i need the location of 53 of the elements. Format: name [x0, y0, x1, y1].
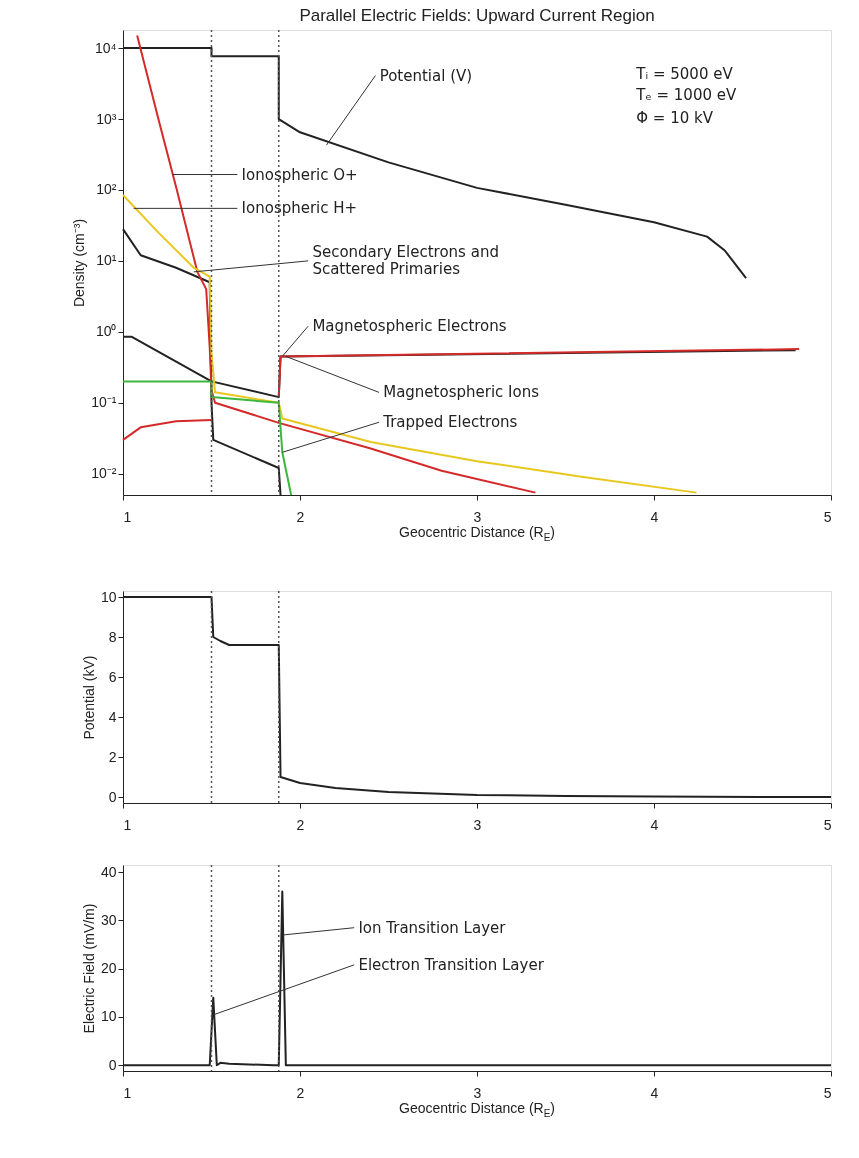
- annotation: Tᵢ = 5000 eV: [635, 65, 734, 84]
- line-series: [136, 34, 537, 494]
- x-tick-label: 4: [650, 1084, 659, 1101]
- x-tick-label: 5: [823, 1084, 832, 1101]
- y-tick-label: 0: [108, 1056, 117, 1073]
- x-tick-label: 2: [296, 1084, 305, 1101]
- x-tick-label: 3: [473, 508, 482, 525]
- x-tick-label: 4: [650, 816, 659, 833]
- annotation: Ionospheric O+: [241, 165, 358, 184]
- annotation: Magnetospheric Ions: [383, 383, 540, 402]
- y-tick-label: 10: [100, 588, 117, 605]
- x-tick-label: 1: [123, 816, 132, 833]
- y-axis-title: Density (cm⁻³): [71, 218, 88, 308]
- y-tick-label: 10⁻¹: [91, 394, 117, 411]
- y-tick-label: 2: [108, 748, 117, 765]
- x-tick-label: 2: [296, 508, 305, 525]
- y-tick-label: 6: [108, 668, 117, 685]
- y-tick-label: 10⁰: [95, 323, 117, 340]
- x-tick-label: 1: [123, 1084, 132, 1101]
- x-tick-label: 5: [823, 508, 832, 525]
- x-tick-label: 3: [473, 816, 482, 833]
- x-tick-label: 3: [473, 1084, 482, 1101]
- y-tick-label: 30: [100, 911, 117, 928]
- annotation: Potential (V): [379, 66, 473, 85]
- x-tick-label: 2: [296, 816, 305, 833]
- y-tick-label: 4: [108, 708, 117, 725]
- x-tick-label: 1: [123, 508, 132, 525]
- y-axis-title: Potential (kV): [80, 655, 97, 740]
- chart-title: Parallel Electric Fields: Upward Current Region: [299, 6, 655, 26]
- y-tick-label: 10: [100, 1008, 117, 1025]
- y-tick-label: 10¹: [96, 252, 117, 269]
- y-tick-label: 10⁻²: [91, 465, 117, 482]
- y-tick-label: 10³: [96, 110, 117, 127]
- line-series: [122, 193, 698, 494]
- y-tick-label: 20: [100, 960, 117, 977]
- annotation: Secondary Electrons and Scattered Primaries: [312, 242, 499, 278]
- y-tick-label: 10⁴: [94, 39, 117, 56]
- annotation: Tₑ = 1000 eV: [635, 86, 737, 105]
- annotation: Electron Transition Layer: [358, 955, 545, 974]
- y-tick-label: 8: [108, 628, 117, 645]
- y-tick-label: 40: [100, 863, 117, 880]
- annotation: Magnetospheric Electrons: [312, 317, 507, 336]
- annotation: Ion Transition Layer: [358, 918, 507, 937]
- annotation: Φ = 10 kV: [636, 108, 714, 127]
- y-axis-title: Electric Field (mV/m): [80, 903, 97, 1034]
- line-series: [122, 419, 213, 441]
- y-tick-label: 10²: [96, 181, 117, 198]
- annotation: Trapped Electrons: [382, 413, 518, 432]
- x-tick-label: 5: [823, 816, 832, 833]
- line-series: [122, 380, 293, 496]
- x-tick-label: 4: [650, 508, 659, 525]
- y-tick-label: 0: [108, 788, 117, 805]
- annotation: Ionospheric H+: [241, 199, 358, 218]
